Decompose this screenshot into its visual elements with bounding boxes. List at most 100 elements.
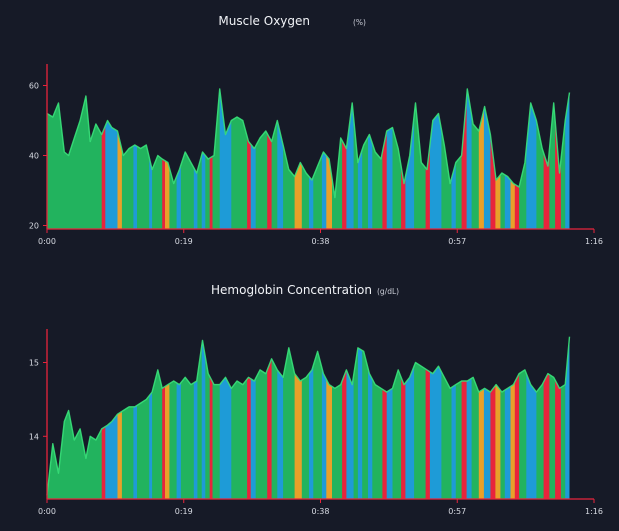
- zone-band-aerobic: [368, 89, 373, 229]
- zone-band-aerobic: [149, 336, 153, 499]
- zone-band-recovery: [414, 336, 427, 499]
- zone-band-anaerobic: [490, 336, 496, 499]
- zone-band-recovery: [441, 336, 453, 499]
- hemoglobin-chart: 14 15 0:00 0:19 0:38 0:57 1:16: [29, 329, 603, 516]
- zone-band-recovery: [205, 89, 211, 229]
- zone-band-aerobic: [176, 89, 182, 229]
- zone-band-aerobic: [565, 89, 570, 229]
- zone-band-aerobic: [193, 89, 198, 229]
- zone-band-threshold: [117, 336, 123, 499]
- zone-band-anaerobic: [401, 336, 406, 499]
- chart-2-title: Hemoglobin Concentration: [211, 283, 372, 297]
- zone-band-recovery: [212, 336, 221, 499]
- zone-band-anaerobic: [101, 89, 106, 229]
- zone-band-recovery: [455, 89, 463, 229]
- zone-band-anaerobic: [461, 336, 468, 499]
- zone-band-recovery: [180, 89, 195, 229]
- zone-band-anaerobic: [425, 336, 431, 499]
- zone-band-recovery: [137, 336, 150, 499]
- zone-band-aerobic: [526, 336, 537, 499]
- y-tick-label: 40: [29, 152, 39, 161]
- zone-band-anaerobic: [543, 336, 550, 499]
- zone-band-recovery: [392, 89, 402, 229]
- zone-band-recovery: [353, 336, 359, 499]
- zone-band-aerobic: [277, 89, 284, 229]
- zone-band-aerobic: [105, 336, 119, 499]
- zone-band-aerobic: [176, 336, 182, 499]
- zone-band-recovery: [152, 89, 163, 229]
- zone-band-aerobic: [105, 89, 119, 229]
- zone-band-anaerobic: [401, 89, 406, 229]
- zone-band-aerobic: [405, 89, 415, 229]
- zone-band-recovery: [231, 336, 248, 499]
- zone-band-anaerobic: [461, 89, 468, 229]
- x-tick-label: 1:16: [585, 237, 603, 246]
- zone-band-anaerobic: [101, 336, 106, 499]
- zone-band-threshold: [165, 89, 170, 229]
- zone-band-aerobic: [309, 89, 314, 229]
- zone-band-threshold: [326, 336, 333, 499]
- zone-band-recovery: [301, 89, 310, 229]
- zone-band-aerobic: [504, 336, 512, 499]
- zone-band-threshold: [294, 89, 303, 229]
- zone-band-aerobic: [219, 89, 232, 229]
- zone-band-recovery: [362, 89, 369, 229]
- zone-band-aerobic: [219, 336, 232, 499]
- zone-band-anaerobic: [342, 89, 347, 229]
- zone-band-recovery: [180, 336, 195, 499]
- x-tick-label: 0:57: [448, 507, 466, 516]
- chart-1-unit: (%): [353, 18, 366, 27]
- y-tick-label: 60: [29, 82, 39, 91]
- zone-band-recovery: [560, 336, 566, 499]
- x-tick-label: 0:19: [175, 237, 193, 246]
- zone-band-anaerobic: [209, 89, 214, 229]
- zone-band-anaerobic: [247, 89, 252, 229]
- zone-band-recovery: [536, 336, 545, 499]
- zone-band-aerobic: [466, 336, 473, 499]
- zone-band-recovery: [332, 89, 343, 229]
- zone-band-anaerobic: [247, 336, 252, 499]
- zone-band-recovery: [255, 89, 268, 229]
- muscle-oxygen-chart: 20 40 60 0:00 0:19 0:38 0:57 1:16: [29, 64, 603, 246]
- zone-band-aerobic: [309, 336, 314, 499]
- zone-band-aerobic: [321, 89, 327, 229]
- zone-band-aerobic: [386, 89, 394, 229]
- zone-band-recovery: [519, 89, 527, 229]
- zone-band-recovery: [197, 89, 203, 229]
- series-line: [46, 336, 571, 496]
- zone-band-recovery: [560, 89, 566, 229]
- zone-band-anaerobic: [555, 89, 562, 229]
- zone-band-anaerobic: [267, 336, 273, 499]
- zone-band-recovery: [353, 89, 359, 229]
- x-tick-label: 1:16: [585, 507, 603, 516]
- zone-band-aerobic: [133, 336, 138, 499]
- zone-band-recovery: [392, 336, 402, 499]
- zone-band-recovery: [169, 89, 178, 229]
- zone-band-recovery: [255, 336, 268, 499]
- zone-band-aerobic: [483, 336, 491, 499]
- x-tick-label: 0:38: [312, 507, 330, 516]
- zone-band-aerobic: [565, 336, 570, 499]
- zone-bands: [47, 336, 570, 499]
- zone-band-threshold: [117, 89, 123, 229]
- zone-band-recovery: [313, 336, 323, 499]
- zone-band-aerobic: [451, 89, 457, 229]
- zone-band-aerobic: [250, 89, 257, 229]
- zone-band-aerobic: [250, 336, 257, 499]
- zone-band-anaerobic: [382, 89, 388, 229]
- zone-band-aerobic: [405, 336, 415, 499]
- zone-band-recovery: [362, 336, 369, 499]
- zone-band-aerobic: [357, 89, 363, 229]
- zone-band-recovery: [283, 336, 296, 499]
- y-tick-label: 15: [29, 359, 39, 368]
- x-tick-label: 0:00: [38, 507, 56, 516]
- zone-band-threshold: [478, 336, 485, 499]
- zone-band-threshold: [510, 89, 516, 229]
- zone-band-recovery: [283, 89, 296, 229]
- x-tick-label: 0:19: [175, 507, 193, 516]
- zone-band-recovery: [152, 336, 163, 499]
- zone-band-aerobic: [201, 336, 206, 499]
- zone-band-recovery: [500, 89, 506, 229]
